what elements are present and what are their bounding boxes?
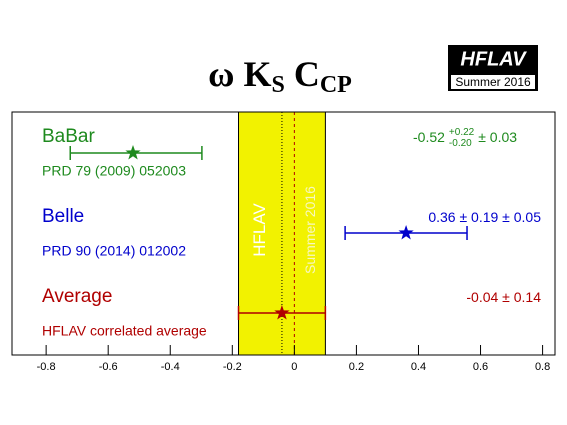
x-tick-label: 0 [291, 361, 297, 373]
value-label-part: ± 0.03 [478, 129, 517, 145]
series-name: Average [42, 286, 112, 307]
series-name: Belle [42, 206, 84, 227]
value-label-part: -0.20 [449, 138, 472, 149]
x-tick-label: -0.2 [223, 361, 242, 373]
x-tick-label: -0.4 [161, 361, 180, 373]
x-tick-label: 0.4 [411, 361, 426, 373]
point [398, 225, 414, 240]
value-label: -0.52 +0.22 -0.20 ± 0.03 [413, 127, 517, 149]
x-tick-label: 0.6 [473, 361, 488, 373]
band-label: HFLAV [250, 203, 269, 257]
title-part: S [271, 72, 284, 98]
series-reference: PRD 90 (2014) 012002 [42, 243, 186, 259]
logo-subtitle: Summer 2016 [455, 75, 531, 89]
x-tick-label: 0.2 [349, 361, 364, 373]
value-label-part: -0.04 ± 0.14 [466, 289, 541, 305]
value-label-part: 0.36 ± 0.19 ± 0.05 [428, 209, 541, 225]
value-label-part: -0.52 [413, 129, 445, 145]
x-tick-label: -0.6 [99, 361, 118, 373]
logo-sub-box [451, 75, 535, 89]
series-reference: PRD 79 (2009) 052003 [42, 163, 186, 179]
title-part: ω K [208, 54, 271, 94]
plot-frame [11, 111, 556, 356]
title-part: C [285, 54, 320, 94]
value-label: -0.04 ± 0.14 [466, 289, 541, 305]
point [274, 305, 290, 320]
band-label: Summer 2016 [302, 186, 318, 274]
x-tick-label: -0.8 [37, 361, 56, 373]
value-label: 0.36 ± 0.19 ± 0.05 [428, 209, 541, 225]
point [125, 145, 141, 160]
chart-title: ω KS CCP [208, 54, 352, 97]
title-part: CP [320, 72, 352, 98]
value-label-part: +0.22 [449, 127, 475, 138]
series-reference: HFLAV correlated average [42, 323, 207, 339]
x-tick-label: 0.8 [535, 361, 550, 373]
logo-text: HFLAV [460, 48, 527, 70]
series-name: BaBar [42, 126, 95, 147]
